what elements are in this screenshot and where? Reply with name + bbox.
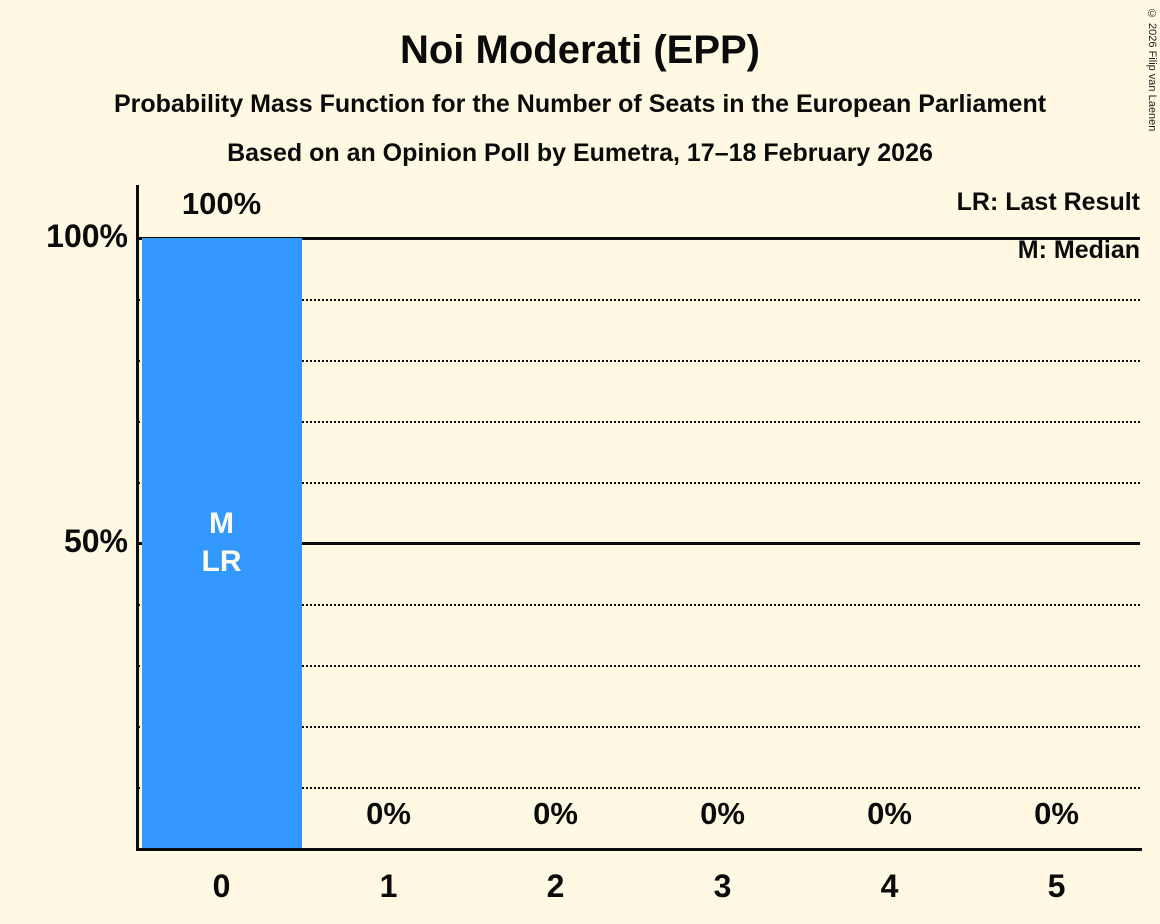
copyright-notice: © 2026 Filip van Laenen (1146, 8, 1158, 132)
x-axis-tick-label-2: 2 (546, 868, 565, 904)
bar-annotation-line: M (209, 507, 234, 540)
bar-value-label-1: 0% (366, 796, 411, 831)
x-axis-tick-label-5: 5 (1047, 868, 1066, 904)
gridline-dotted-60 (138, 482, 1140, 484)
gridline-dotted-20 (138, 726, 1140, 728)
gridline-dotted-70 (138, 421, 1140, 423)
gridline-dotted-90 (138, 299, 1140, 301)
bar-value-label-3: 0% (700, 796, 745, 831)
legend-median: M: Median (1017, 236, 1140, 264)
bar-annotation: M LR (138, 505, 305, 581)
x-axis-tick-label-4: 4 (880, 868, 899, 904)
x-axis-tick-label-0: 0 (212, 868, 231, 904)
gridline-dotted-10 (138, 787, 1140, 789)
bar-value-label-0: 100% (181, 186, 262, 221)
bar-seats-0 (141, 238, 302, 848)
y-axis-tick-label-100: 100% (46, 218, 128, 254)
x-axis-tick-label-1: 1 (379, 868, 398, 904)
y-axis-line (136, 185, 139, 851)
y-axis-tick-label-50: 50% (63, 523, 128, 559)
chart-title: Noi Moderati (EPP) (399, 28, 761, 72)
x-axis-line (136, 848, 1142, 851)
gridline-solid-50 (138, 541, 1140, 545)
gridline-dotted-30 (138, 665, 1140, 667)
bar-value-label-4: 0% (867, 796, 912, 831)
gridline-solid-100 (138, 236, 1140, 240)
gridline-dotted-40 (138, 604, 1140, 606)
chart-subtitle: Probability Mass Function for the Number… (113, 90, 1047, 118)
chart-subtitle-poll: Based on an Opinion Poll by Eumetra, 17–… (227, 139, 933, 167)
x-axis-tick-label-3: 3 (713, 868, 732, 904)
gridline-dotted-80 (138, 360, 1140, 362)
bar-annotation-line: LR (201, 545, 242, 578)
legend-last-result: LR: Last Result (956, 188, 1140, 216)
bar-value-label-2: 0% (533, 796, 578, 831)
bar-value-label-5: 0% (1034, 796, 1079, 831)
